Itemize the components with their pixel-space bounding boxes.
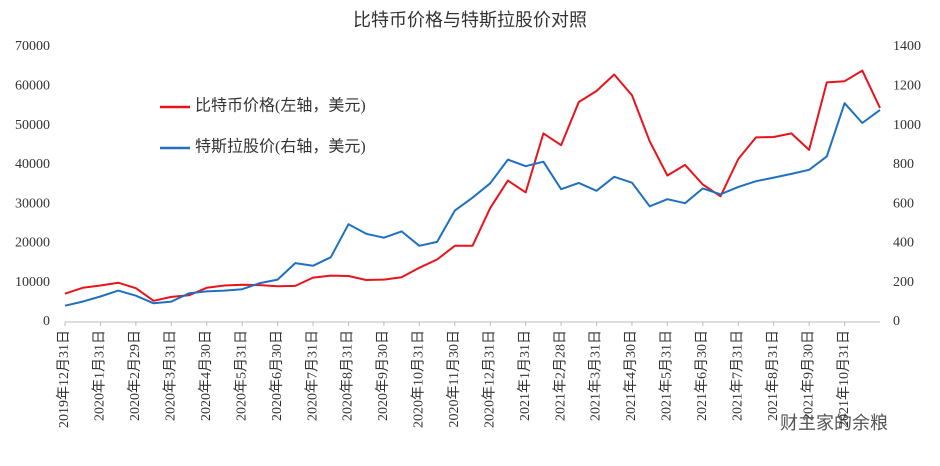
y-tick-label: 70000 <box>15 39 50 54</box>
x-tick-label: 2020年5月31日 <box>233 330 249 421</box>
x-tick-label: 2021年3月31日 <box>588 330 604 421</box>
y-tick-label: 0 <box>43 314 50 329</box>
x-tick-label: 2020年2月29日 <box>127 330 143 421</box>
x-tick-label: 2020年11月30日 <box>446 330 462 427</box>
x-tick-label: 2020年4月30日 <box>198 330 214 421</box>
x-tick-label: 2020年12月31日 <box>481 330 497 428</box>
y-tick-label: 50000 <box>15 118 50 133</box>
y-tick-label: 40000 <box>15 157 50 172</box>
y2-tick-label: 800 <box>893 157 914 172</box>
legend-label: 特斯拉股价(右轴，美元) <box>195 138 366 156</box>
x-tick-label: 2021年6月30日 <box>694 330 710 421</box>
y-tick-label: 30000 <box>15 196 50 211</box>
watermark: 财主家的余粮 <box>780 413 888 433</box>
series-line <box>64 102 881 307</box>
y2-tick-label: 0 <box>893 314 900 329</box>
x-tick-label: 2020年6月30日 <box>269 330 285 421</box>
y-tick-label: 20000 <box>15 236 50 251</box>
y-tick-label: 60000 <box>15 79 50 94</box>
x-tick-label: 2021年5月31日 <box>659 330 675 421</box>
series-line <box>64 69 881 302</box>
y2-tick-label: 1200 <box>893 79 921 94</box>
legend-label: 比特币价格(左轴，美元) <box>195 97 366 115</box>
x-tick-label: 2021年7月31日 <box>729 330 745 421</box>
x-tick-label: 2020年9月30日 <box>375 330 391 421</box>
x-tick-label: 2020年3月31日 <box>163 330 179 421</box>
x-tick-label: 2021年8月31日 <box>765 330 781 421</box>
x-tick-label: 2020年1月31日 <box>92 330 108 421</box>
y2-tick-label: 400 <box>893 236 914 251</box>
y2-tick-label: 600 <box>893 196 914 211</box>
x-tick-label: 2020年8月31日 <box>340 330 356 421</box>
x-tick-label: 2021年1月31日 <box>517 330 533 421</box>
y-tick-label: 10000 <box>15 275 50 290</box>
x-tick-label: 2020年7月31日 <box>304 330 320 421</box>
y2-tick-label: 1000 <box>893 118 921 133</box>
x-tick-label: 2021年10月31日 <box>836 330 852 428</box>
x-tick-label: 2019年12月31日 <box>56 330 72 428</box>
chart-title: 比特币价格与特斯拉股价对照 <box>353 10 587 30</box>
y2-tick-label: 200 <box>893 275 914 290</box>
x-tick-label: 2021年4月30日 <box>623 330 639 421</box>
y2-tick-label: 1400 <box>893 39 921 54</box>
x-tick-label: 2020年10月31日 <box>411 330 427 428</box>
x-tick-label: 2021年2月28日 <box>552 330 568 421</box>
x-tick-label: 2021年9月30日 <box>800 330 816 421</box>
